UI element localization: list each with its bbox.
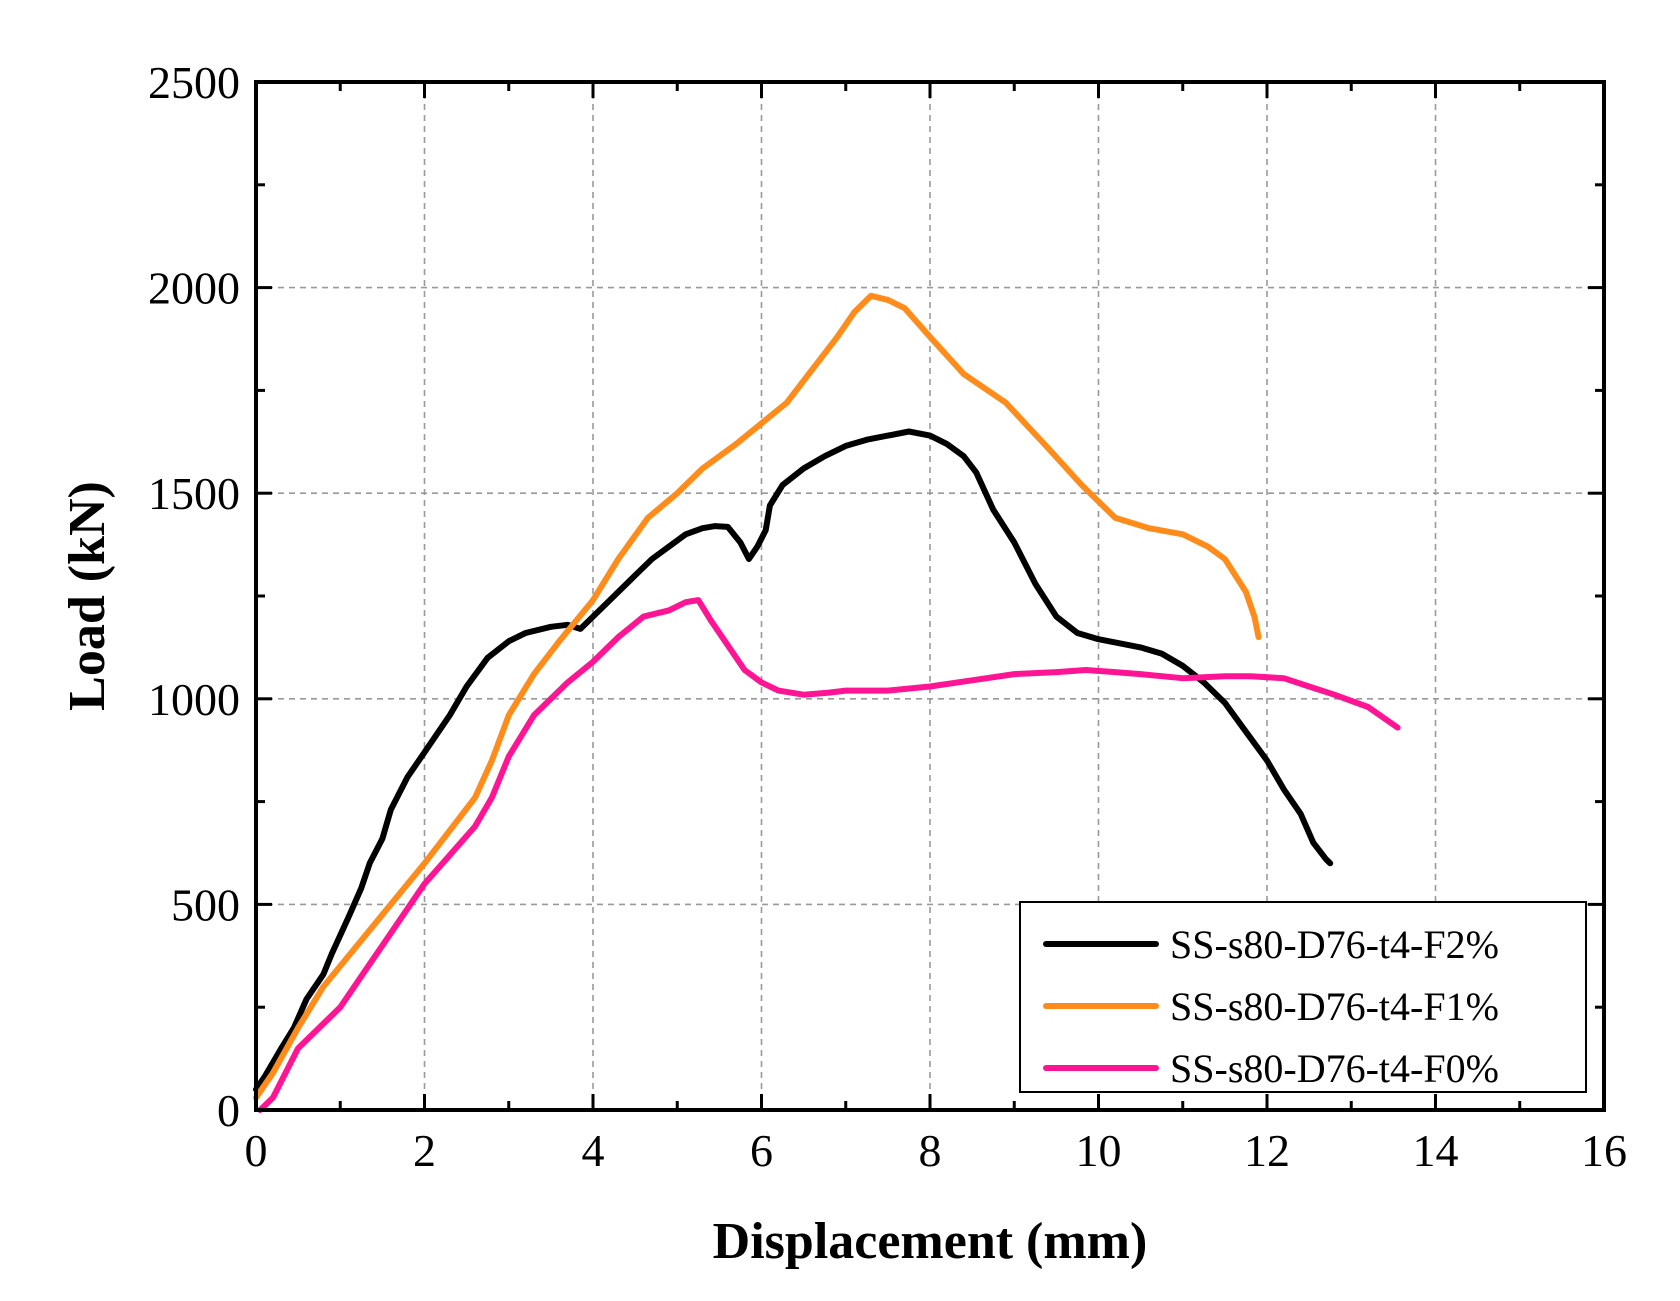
y-tick-label: 1000 xyxy=(148,674,240,725)
y-tick-label: 2500 xyxy=(148,57,240,108)
x-tick-label: 4 xyxy=(582,1125,605,1176)
series-line-f2 xyxy=(253,428,1334,1093)
legend-label-f2: SS-s80-D76-t4-F2% xyxy=(1170,922,1499,967)
legend: SS-s80-D76-t4-F2% SS-s80-D76-t4-F1% SS-s… xyxy=(1019,901,1587,1093)
x-tick-label: 2 xyxy=(413,1125,436,1176)
y-tick-label: 1500 xyxy=(148,468,240,519)
series-lines xyxy=(253,292,1401,1113)
x-tick-label: 8 xyxy=(919,1125,942,1176)
y-tick-label: 0 xyxy=(217,1085,240,1136)
axis-tick-labels: 0 2 4 6 8 10 12 14 16 0 500 1000 1500 2000 2500 xyxy=(148,57,1627,1176)
axis-ticks xyxy=(254,80,1606,1112)
x-tick-label: 0 xyxy=(245,1125,268,1176)
legend-label-f0: SS-s80-D76-t4-F0% xyxy=(1170,1046,1499,1091)
x-tick-label: 14 xyxy=(1413,1125,1459,1176)
legend-box xyxy=(1019,901,1587,1093)
x-tick-label: 10 xyxy=(1076,1125,1122,1176)
y-axis-label: Load (kN) xyxy=(59,481,116,711)
legend-label-f1: SS-s80-D76-t4-F1% xyxy=(1170,984,1499,1029)
x-axis-label: Displacement (mm) xyxy=(713,1213,1148,1270)
y-tick-label: 500 xyxy=(171,879,240,930)
y-tick-label: 2000 xyxy=(148,263,240,314)
x-tick-label: 16 xyxy=(1581,1125,1627,1176)
series-line-f1 xyxy=(253,292,1262,1101)
x-tick-label: 6 xyxy=(750,1125,773,1176)
series-line-f0 xyxy=(257,597,1401,1113)
x-tick-label: 12 xyxy=(1244,1125,1290,1176)
